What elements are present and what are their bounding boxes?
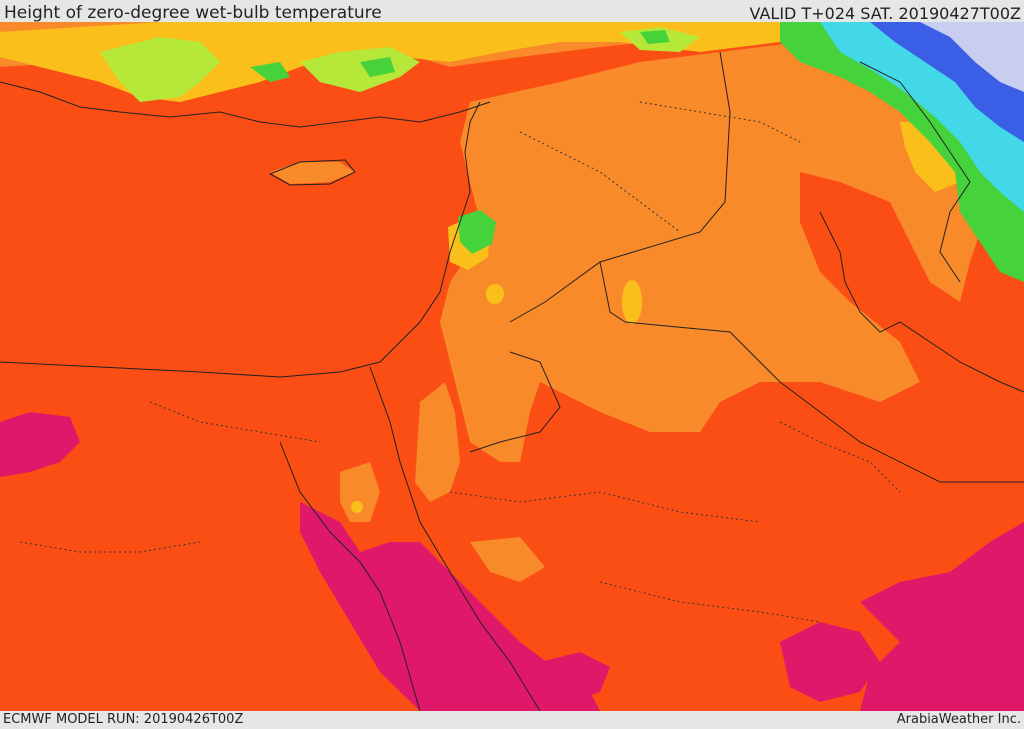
weather-map[interactable] — [0, 22, 1024, 711]
orange-region-egypt-coast — [415, 382, 460, 502]
magenta-region-arabia-south — [780, 522, 1024, 711]
coastline-med — [0, 101, 481, 378]
coastline-turkey — [0, 81, 491, 128]
amber-spot-lebanon — [486, 284, 504, 304]
border-egypt-israel — [369, 366, 401, 463]
province-line-7 — [639, 101, 801, 143]
magenta-region-egypt-west — [0, 412, 80, 477]
map-canvas — [0, 22, 1024, 711]
border-saudi-jordan — [624, 321, 1024, 483]
footer-bar: ECMWF MODEL RUN: 20190426T00Z ArabiaWeat… — [0, 711, 1024, 729]
magenta-region-red-sea — [300, 502, 600, 711]
orange-region-kuwait — [830, 337, 910, 392]
province-line-6 — [779, 421, 901, 493]
green-region-turkey-west — [100, 37, 220, 102]
magenta-region-yemen — [540, 652, 610, 702]
model-run: ECMWF MODEL RUN: 20190426T00Z — [3, 712, 244, 727]
orange-region-saudi — [470, 537, 545, 582]
province-line-4 — [19, 541, 201, 553]
amber-spot-sinai — [351, 501, 363, 513]
border-jordan-iraq — [599, 261, 626, 323]
amber-spot-jordan — [622, 280, 642, 324]
province-line-2 — [149, 401, 321, 443]
valid-time: VALID T+024 SAT. 20190427T00Z — [749, 4, 1021, 23]
border-jordan-saudi-south — [469, 351, 561, 453]
orange-region-cyprus — [270, 162, 355, 184]
header-bar: Height of zero-degree wet-bulb temperatu… — [0, 0, 1024, 23]
province-line-1 — [519, 131, 681, 233]
coastline-red-sea-west — [279, 441, 421, 711]
province-line-5 — [599, 581, 821, 623]
green-region-lebanon — [458, 210, 496, 254]
province-line-3 — [449, 491, 761, 523]
orange-region-levant — [440, 42, 945, 462]
country-borders — [0, 51, 1024, 711]
border-iran-iraq — [859, 61, 971, 283]
iran-lavender-band — [920, 22, 1024, 92]
credit-text: ArabiaWeather Inc. — [896, 712, 1021, 727]
border-syria-iraq — [509, 51, 731, 323]
province-borders — [19, 101, 901, 623]
coastline-cyprus — [268, 159, 356, 186]
orange-region-sinai — [340, 462, 380, 522]
map-title: Height of zero-degree wet-bulb temperatu… — [4, 3, 382, 23]
coastline-red-sea-east — [399, 461, 541, 711]
coastline-gulf — [819, 211, 1024, 393]
